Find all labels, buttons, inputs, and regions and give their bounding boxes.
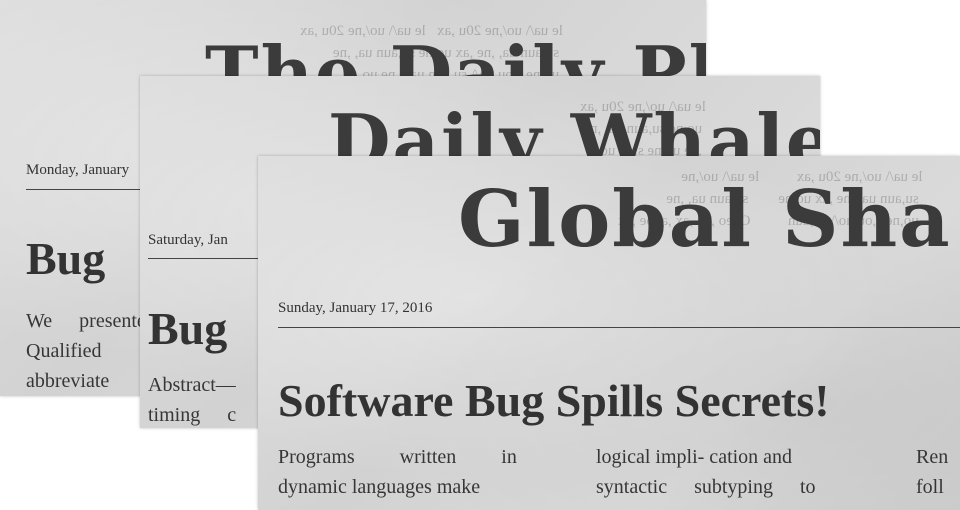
column-line: Ren bbox=[916, 446, 949, 468]
issue-date: Sunday, January 17, 2016 bbox=[278, 300, 433, 316]
article-line-1: We presented bbox=[26, 310, 156, 332]
issue-date: Saturday, Jan bbox=[148, 232, 228, 248]
article-line-3: abbreviate bbox=[26, 370, 110, 392]
article-line-1: Abstract— bbox=[148, 374, 236, 396]
column-line: foll bbox=[916, 476, 944, 498]
column-line: Programs written in bbox=[278, 446, 517, 468]
headline: Bug bbox=[26, 233, 106, 284]
headline: Bug bbox=[148, 303, 228, 354]
article-column-2: logical impli- cation and syntactic subt… bbox=[596, 442, 886, 510]
article-line-2: Qualified bbox=[26, 340, 102, 362]
column-line: syntactic subtyping to bbox=[596, 476, 816, 498]
headline: Software Bug Spills Secrets! bbox=[278, 375, 830, 426]
masthead: Global Sha bbox=[458, 174, 952, 265]
column-line: logical impli- cation and bbox=[596, 446, 793, 468]
article-column-1: Programs written in dynamic languages ma… bbox=[278, 442, 568, 510]
newspaper-front: le ua/\ uo/,ne 20u ,ax le ua/\ uo/,ne su… bbox=[258, 156, 960, 510]
issue-date: Monday, January bbox=[26, 162, 130, 178]
column-line: dynamic languages make bbox=[278, 476, 481, 498]
article-column-3: Ren foll bbox=[916, 442, 960, 510]
date-rule bbox=[278, 327, 960, 328]
article-line-2: timing c bbox=[148, 404, 237, 426]
